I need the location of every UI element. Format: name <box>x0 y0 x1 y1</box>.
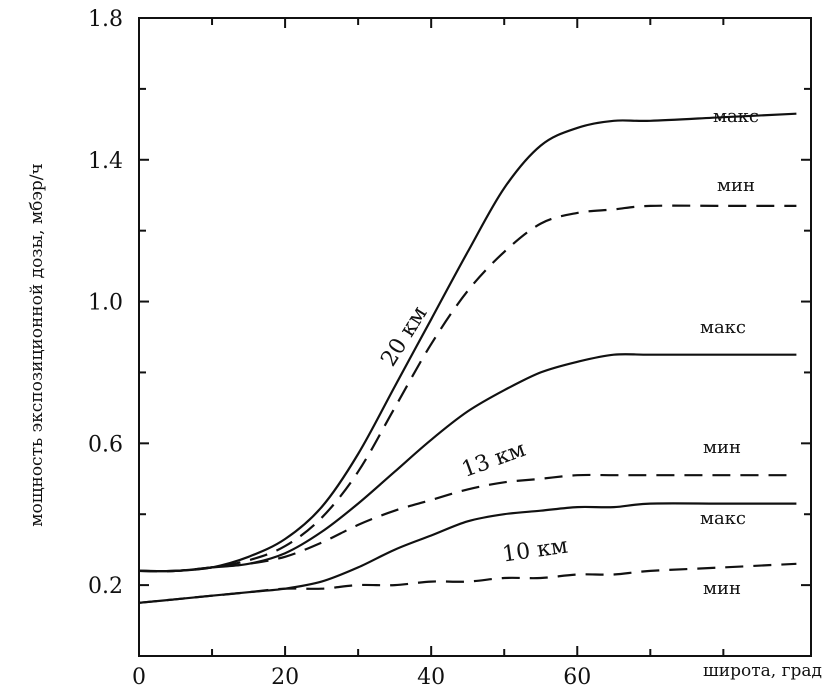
y-tick-label: 1.4 <box>88 149 123 174</box>
altitude-label-13km: 13 км <box>459 437 529 483</box>
y-tick-label: 1.8 <box>88 7 123 32</box>
curve-label-13km-max: макс <box>700 317 746 338</box>
y-tick-label: 1.0 <box>88 291 123 316</box>
curve-labels: макс мин макс мин макс мин <box>700 106 759 599</box>
curve-label-10km-min: мин <box>703 578 741 599</box>
curve-label-20km-max: макс <box>713 106 759 127</box>
curve-label-10km-max: макс <box>700 508 746 529</box>
x-axis-title: широта, град <box>703 661 822 681</box>
series-layer <box>138 112 797 604</box>
y-tick-label: 0.6 <box>88 432 123 457</box>
y-tick-label: 0.2 <box>88 574 123 599</box>
curve-label-13km-min: мин <box>703 437 741 458</box>
altitude-label-20km: 20 км <box>376 302 432 371</box>
x-tick-label: 20 <box>271 665 299 687</box>
x-tick-label: 40 <box>417 665 445 687</box>
plot-frame <box>138 17 812 657</box>
x-tick-label: 60 <box>563 665 591 687</box>
plot-border <box>138 17 812 657</box>
series-line-10км-max <box>138 502 797 604</box>
series-line-20км-min <box>138 204 797 573</box>
altitude-labels: 20 км 13 км 10 км <box>376 302 569 568</box>
series-line-10км-min <box>138 562 797 604</box>
series-line-13км-min <box>138 473 797 573</box>
x-tick-label: 0 <box>132 665 146 687</box>
series-line-20км-max <box>138 112 797 573</box>
y-axis: 0.2 0.6 1.0 1.4 1.8 <box>88 7 811 599</box>
x-axis: 0 20 40 60 <box>132 18 725 687</box>
y-axis-title: мощность экспозиционной дозы, мбэр/ч <box>27 163 47 527</box>
curve-label-20km-min: мин <box>717 175 755 196</box>
altitude-label-10km: 10 км <box>501 534 570 568</box>
